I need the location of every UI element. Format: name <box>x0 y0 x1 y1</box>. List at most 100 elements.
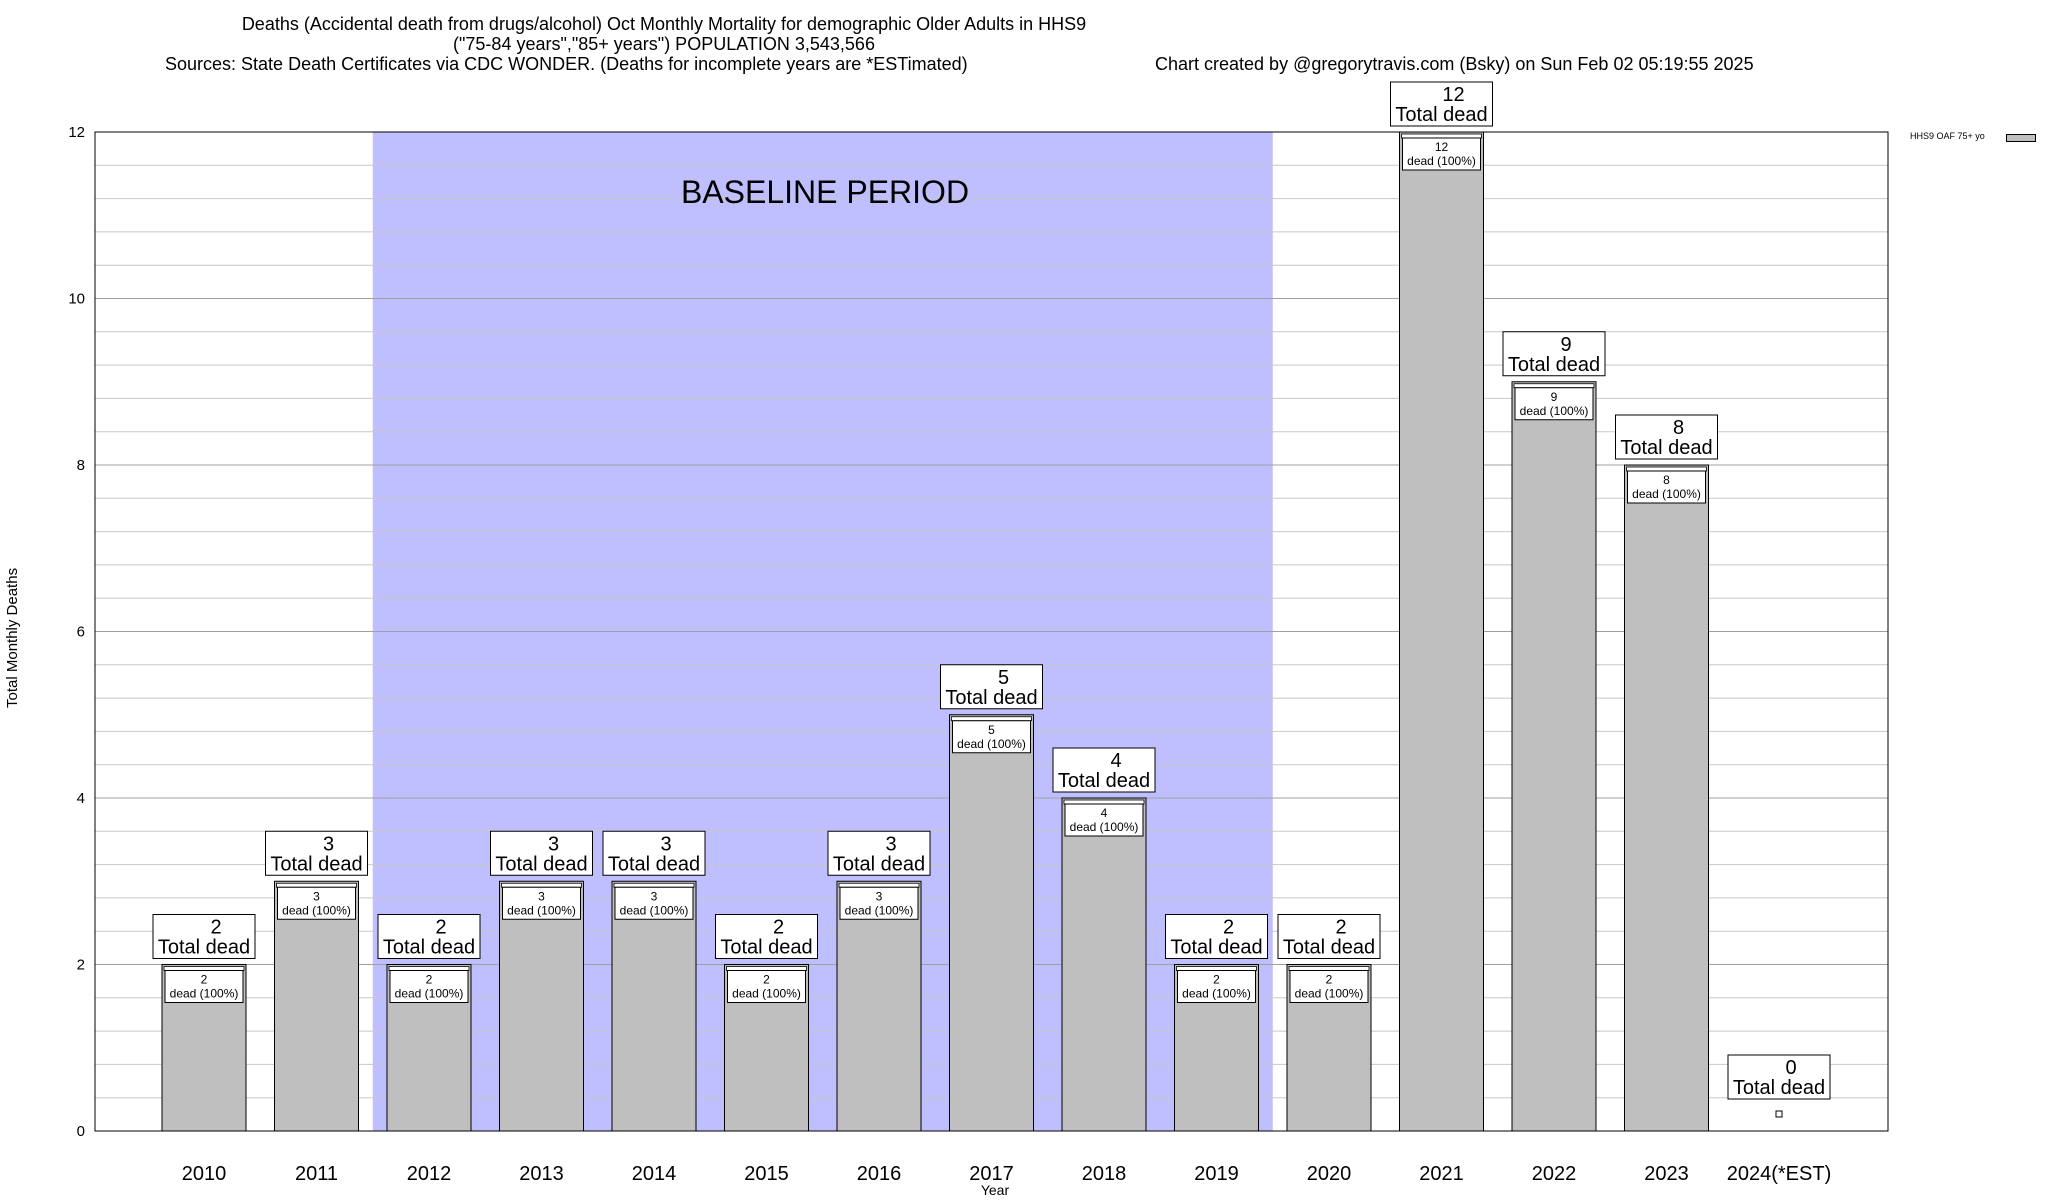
total-label-box <box>1165 914 1268 959</box>
bar-top-band <box>1401 133 1482 139</box>
bar-inner-label-box <box>1177 970 1256 1003</box>
bar-inner-label: dead (100%) <box>620 903 689 917</box>
x-tick-label: 2013 <box>519 1163 564 1185</box>
y-tick-label: 10 <box>68 291 85 308</box>
total-label-box <box>827 830 931 876</box>
total-label: Total dead <box>833 853 925 875</box>
bar-inner-label-box <box>1402 137 1481 171</box>
x-tick-label: 2014 <box>632 1163 677 1185</box>
legend-swatch <box>2006 134 2036 142</box>
total-label-box <box>1052 747 1156 793</box>
bar-top-band <box>1176 966 1257 971</box>
total-label: Total dead <box>1283 937 1375 959</box>
bar-inner-label: dead (100%) <box>1295 987 1364 1001</box>
bar-inner-label: dead (100%) <box>395 987 464 1001</box>
x-tick-label: 2024(*EST) <box>1727 1163 1832 1185</box>
bar-top-band <box>163 966 245 971</box>
bar-top-band <box>951 716 1032 722</box>
y-tick-label: 6 <box>77 624 85 641</box>
total-label: Total dead <box>1058 770 1150 792</box>
y-tick-label: 12 <box>68 124 85 141</box>
bar-inner-count: 2 <box>1326 973 1333 987</box>
total-label-box <box>1390 81 1493 127</box>
bar-inner-count: 3 <box>538 889 545 903</box>
total-count: 3 <box>548 833 559 855</box>
bar-top-band <box>726 966 807 971</box>
bar-inner-count: 3 <box>651 889 658 903</box>
total-label-box <box>1277 914 1381 959</box>
y-tick-label: 8 <box>77 457 85 474</box>
bar-inner-label: dead (100%) <box>1520 404 1589 418</box>
total-label: Total dead <box>383 937 475 959</box>
bar-inner-count: 12 <box>1435 140 1449 154</box>
chart-credit: Chart created by @gregorytravis.com (Bsk… <box>1155 54 1754 74</box>
total-label: Total dead <box>270 853 362 875</box>
total-label: Total dead <box>158 937 250 959</box>
total-count: 5 <box>998 667 1009 689</box>
bar <box>274 880 359 1132</box>
bar-inner-count: 2 <box>1213 973 1220 987</box>
total-count: 2 <box>435 917 446 939</box>
bar-top-band <box>388 966 470 971</box>
total-label: Total dead <box>945 687 1037 709</box>
bar-inner-count: 2 <box>426 973 433 987</box>
bar-inner-label: dead (100%) <box>957 737 1026 751</box>
bar-inner-count: 2 <box>763 973 770 987</box>
total-count: 2 <box>1223 917 1234 939</box>
bar-inner-count: 9 <box>1551 390 1558 404</box>
total-label-box <box>152 914 256 959</box>
bar-inner-label-box <box>389 970 469 1003</box>
bar <box>836 880 922 1132</box>
x-tick-label: 2016 <box>857 1163 902 1185</box>
bar <box>1399 131 1484 1132</box>
x-tick-label: 2021 <box>1419 1163 1464 1185</box>
x-tick-label: 2022 <box>1532 1163 1577 1185</box>
total-count: 3 <box>660 833 671 855</box>
bar <box>499 880 584 1132</box>
total-count: 12 <box>1442 84 1464 106</box>
bar-inner-label-box <box>1514 387 1594 421</box>
total-label: Total dead <box>1733 1077 1825 1099</box>
total-label-box <box>1502 331 1606 377</box>
bar-inner-count: 5 <box>988 723 995 737</box>
bar-inner-label-box <box>277 886 356 920</box>
chart-title-line-2: ("75-84 years","85+ years") POPULATION 3… <box>453 34 875 54</box>
bar-inner-label-box <box>1289 970 1369 1003</box>
chart-sources: Sources: State Death Certificates via CD… <box>165 54 968 74</box>
x-tick-label: 2017 <box>969 1163 1014 1185</box>
x-tick-label: 2011 <box>295 1163 338 1185</box>
x-tick-label: 2010 <box>182 1163 227 1185</box>
bar-inner-label: dead (100%) <box>1632 487 1701 501</box>
zero-bar-marker <box>1775 1110 1783 1118</box>
total-count: 9 <box>1560 334 1571 356</box>
bar <box>1061 797 1147 1132</box>
bar-inner-count: 2 <box>201 973 208 987</box>
total-label-box <box>602 830 706 876</box>
bar-inner-label-box <box>1627 470 1706 504</box>
total-label-box <box>377 914 481 959</box>
x-tick-label: 2015 <box>744 1163 789 1185</box>
bar-inner-count: 3 <box>876 889 883 903</box>
bar <box>611 880 697 1132</box>
total-count: 2 <box>210 917 221 939</box>
x-axis-label: Year <box>980 1182 1010 1198</box>
y-tick-label: 4 <box>77 790 85 807</box>
bar-inner-label-box <box>952 720 1031 754</box>
total-label: Total dead <box>1395 104 1487 126</box>
bar-inner-label: dead (100%) <box>1070 820 1139 834</box>
total-label-box <box>940 664 1043 710</box>
total-label-box <box>715 914 818 959</box>
bar-inner-label: dead (100%) <box>845 903 914 917</box>
bar-inner-label-box <box>727 970 806 1003</box>
bar-inner-label-box <box>502 886 581 920</box>
x-tick-label: 2023 <box>1644 1163 1689 1185</box>
x-tick-label: 2018 <box>1082 1163 1127 1185</box>
total-label: Total dead <box>1620 437 1712 459</box>
x-tick-label: 2020 <box>1307 1163 1352 1185</box>
bar <box>1511 381 1597 1132</box>
bar-inner-label: dead (100%) <box>282 903 351 917</box>
total-label: Total dead <box>1508 354 1600 376</box>
bar-inner-label-box <box>839 886 919 920</box>
total-count: 8 <box>1673 417 1684 439</box>
